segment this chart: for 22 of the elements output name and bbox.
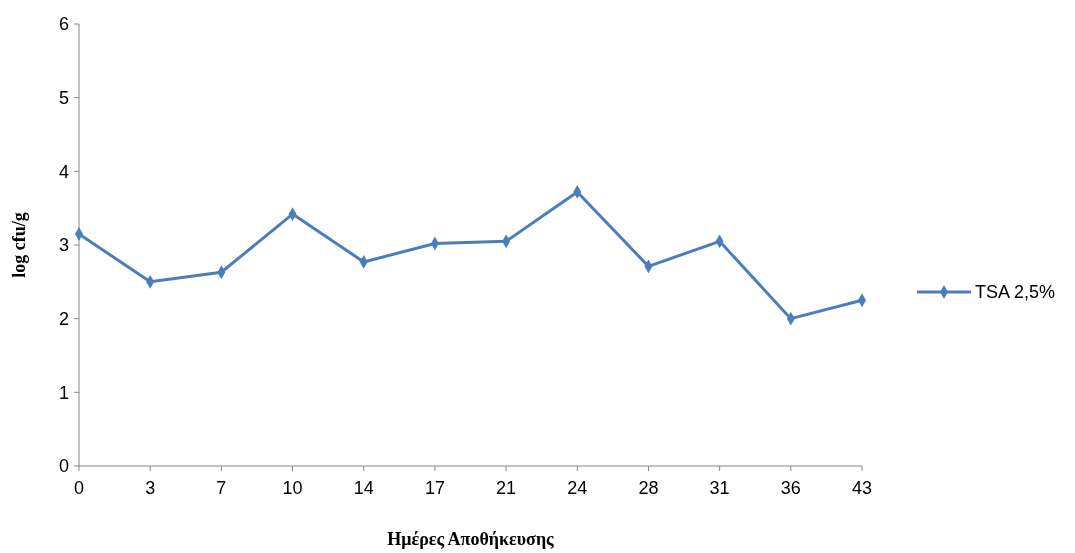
y-tick-label: 3 (58, 235, 69, 256)
y-tick-label: 4 (58, 161, 69, 182)
x-tick-label: 17 (424, 478, 445, 498)
x-tick-label: 14 (353, 478, 374, 498)
x-tick-label: 10 (282, 478, 303, 498)
y-tick-label: 5 (58, 87, 69, 108)
x-tick-label: 7 (216, 478, 227, 498)
legend-label: TSA 2,5% (975, 282, 1056, 303)
x-axis-title: Ημέρες Αποθήκευσης (387, 529, 555, 549)
y-tick-label: 2 (58, 308, 69, 329)
x-tick-label: 31 (709, 478, 730, 498)
x-tick-label: 43 (851, 478, 873, 498)
y-tick-label: 6 (58, 14, 69, 35)
x-tick-label: 0 (73, 478, 85, 498)
x-tick-label: 21 (496, 478, 517, 498)
y-tick-label: 1 (58, 382, 69, 403)
x-tick-label: 28 (638, 478, 659, 498)
y-tick-label: 0 (58, 456, 69, 477)
y-axis-title: log cfu/g (9, 212, 29, 278)
x-tick-label: 24 (567, 478, 588, 498)
x-tick-label: 36 (780, 478, 801, 498)
x-tick-label: 3 (145, 478, 156, 498)
